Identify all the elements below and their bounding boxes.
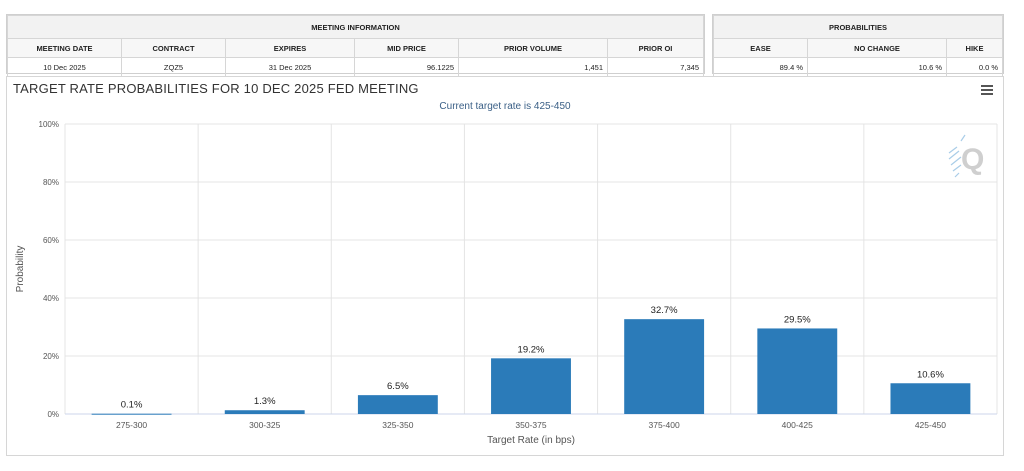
expires-value: 31 Dec 2025 [225,57,355,77]
ease-header: EASE [713,38,808,58]
prior-oi-header: PRIOR OI [607,38,704,58]
y-tick-label: 40% [43,294,59,303]
meeting-date-value: 10 Dec 2025 [7,57,122,77]
bar [757,328,838,414]
hamburger-menu-icon[interactable] [981,85,993,95]
mid-price-header: MID PRICE [354,38,459,58]
bar [357,395,438,414]
y-tick-label: 0% [47,410,59,419]
probabilities-header: PROBABILITIES [713,15,1003,39]
prior-volume-value: 1,451 [458,57,608,77]
data-label: 32.7% [651,305,678,316]
ease-value: 89.4 % [713,57,808,77]
x-tick-label: 375-400 [649,420,680,430]
y-axis-title: Probability [15,246,26,293]
no-change-value: 10.6 % [807,57,947,77]
mid-price-value: 96.1225 [354,57,459,77]
y-tick-label: 60% [43,236,59,245]
prior-oi-value: 7,345 [607,57,704,77]
data-label: 29.5% [784,314,811,325]
x-tick-label: 400-425 [782,420,813,430]
x-tick-label: 325-350 [382,420,413,430]
expires-header: EXPIRES [225,38,355,58]
hike-value: 0.0 % [946,57,1003,77]
contract-header: CONTRACT [121,38,226,58]
chart-subtitle: Current target rate is 425-450 [439,101,571,112]
x-axis-title: Target Rate (in bps) [487,435,575,446]
bar [224,410,305,414]
bar [624,319,705,414]
x-tick-label: 350-375 [515,420,546,430]
probabilities-table: PROBABILITIES EASE NO CHANGE HIKE 89.4 %… [712,14,1004,77]
contract-value: ZQZ5 [121,57,226,77]
y-tick-label: 80% [43,178,59,187]
prior-volume-header: PRIOR VOLUME [458,38,608,58]
data-label: 19.2% [518,344,545,355]
bar [491,358,571,414]
no-change-header: NO CHANGE [807,38,947,58]
bar-chart: 0% 20% 40% 60% 80% 100% 0.1% 275-300 1.3% 300-325… [15,120,998,446]
x-tick-label: 425-450 [915,420,946,430]
q-logo-icon: Q [948,134,984,178]
meeting-information-table: MEETING INFORMATION MEETING DATE CONTRAC… [6,14,705,77]
data-label: 1.3% [254,396,276,407]
x-tick-label: 275-300 [116,420,147,430]
x-tick-label: 300-325 [249,420,280,430]
hike-header: HIKE [946,38,1003,58]
y-tick-label: 100% [39,120,59,129]
chart-panel: 0% 20% 40% 60% 80% 100% 0.1% 275-300 1.3% 300-325… [6,76,1004,456]
y-tick-label: 20% [43,352,59,361]
chart-title: TARGET RATE PROBABILITIES FOR 10 DEC 202… [13,81,419,96]
meeting-information-header: MEETING INFORMATION [7,15,704,39]
data-label: 0.1% [121,400,143,411]
data-label: 6.5% [387,381,409,392]
data-label: 10.6% [917,369,944,380]
bar [91,413,172,415]
q-logo-letter: Q [961,143,984,176]
meeting-date-header: MEETING DATE [7,38,122,58]
bar [890,383,971,414]
